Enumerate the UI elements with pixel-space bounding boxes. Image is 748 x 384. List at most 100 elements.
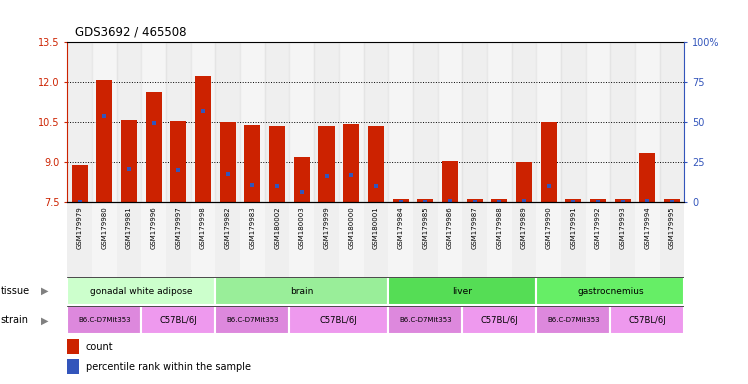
Bar — [141, 42, 166, 202]
Bar — [314, 202, 339, 277]
Text: gonadal white adipose: gonadal white adipose — [90, 287, 193, 296]
Bar — [660, 42, 684, 202]
Text: GSM179984: GSM179984 — [397, 206, 404, 248]
Bar — [339, 42, 364, 202]
Bar — [586, 202, 610, 277]
Text: GSM179991: GSM179991 — [570, 206, 577, 249]
Bar — [117, 202, 141, 277]
Text: B6.C-D7Mit353: B6.C-D7Mit353 — [399, 318, 452, 323]
Bar — [289, 202, 314, 277]
Bar — [215, 277, 388, 305]
Bar — [92, 42, 117, 202]
Bar — [561, 202, 586, 277]
Bar — [67, 277, 215, 305]
Bar — [265, 42, 289, 202]
Bar — [536, 306, 610, 334]
Text: GSM179996: GSM179996 — [150, 206, 157, 249]
Bar — [512, 202, 536, 277]
Bar — [664, 199, 680, 202]
Text: GSM179983: GSM179983 — [249, 206, 256, 249]
Bar — [67, 42, 92, 202]
Bar — [339, 202, 364, 277]
Text: B6.C-D7Mit353: B6.C-D7Mit353 — [226, 318, 279, 323]
Text: count: count — [86, 342, 114, 352]
Bar — [610, 202, 635, 277]
Bar — [467, 199, 482, 202]
Text: GSM179995: GSM179995 — [669, 206, 675, 248]
Text: GSM179988: GSM179988 — [496, 206, 503, 249]
Bar — [635, 202, 660, 277]
Bar — [388, 42, 413, 202]
Text: GSM179992: GSM179992 — [595, 206, 601, 248]
Text: C57BL/6J: C57BL/6J — [159, 316, 197, 325]
Bar — [516, 162, 532, 202]
Bar — [462, 42, 487, 202]
Bar — [215, 42, 240, 202]
Bar — [289, 42, 314, 202]
Bar — [442, 161, 458, 202]
Text: C57BL/6J: C57BL/6J — [480, 316, 518, 325]
Text: ▶: ▶ — [41, 315, 49, 325]
Text: C57BL/6J: C57BL/6J — [628, 316, 666, 325]
Bar — [388, 306, 462, 334]
Bar — [561, 42, 586, 202]
Bar — [220, 122, 236, 202]
Bar — [368, 126, 384, 202]
Bar — [536, 202, 561, 277]
Text: GSM180002: GSM180002 — [274, 206, 280, 248]
Bar — [141, 306, 215, 334]
Text: C57BL/6J: C57BL/6J — [320, 316, 358, 325]
Text: B6.C-D7Mit353: B6.C-D7Mit353 — [78, 318, 131, 323]
Text: GDS3692 / 465508: GDS3692 / 465508 — [75, 25, 186, 38]
Bar — [635, 42, 660, 202]
Bar — [487, 42, 512, 202]
Text: liver: liver — [453, 287, 472, 296]
Bar — [319, 126, 334, 202]
Text: GSM179986: GSM179986 — [447, 206, 453, 249]
Bar — [146, 91, 162, 202]
Text: GSM179987: GSM179987 — [471, 206, 478, 249]
Text: GSM179989: GSM179989 — [521, 206, 527, 249]
Text: GSM179981: GSM179981 — [126, 206, 132, 249]
Bar — [265, 202, 289, 277]
Text: GSM179985: GSM179985 — [422, 206, 429, 248]
Bar — [462, 306, 536, 334]
Bar — [610, 306, 684, 334]
Bar — [438, 202, 462, 277]
Bar — [417, 199, 433, 202]
Bar — [314, 42, 339, 202]
Bar — [487, 202, 512, 277]
Bar — [393, 199, 408, 202]
Text: strain: strain — [1, 315, 28, 325]
Bar — [215, 306, 289, 334]
Text: brain: brain — [290, 287, 313, 296]
Bar — [364, 202, 388, 277]
Text: GSM180000: GSM180000 — [348, 206, 355, 249]
Bar — [640, 153, 655, 202]
Bar — [364, 42, 388, 202]
Text: GSM179998: GSM179998 — [200, 206, 206, 249]
Bar — [117, 42, 141, 202]
Bar — [72, 165, 88, 202]
Text: GSM179979: GSM179979 — [76, 206, 83, 249]
Bar — [240, 42, 265, 202]
Bar — [388, 277, 536, 305]
Text: GSM179980: GSM179980 — [101, 206, 108, 249]
Bar — [615, 199, 631, 202]
Text: GSM179993: GSM179993 — [619, 206, 626, 249]
Bar — [343, 124, 359, 202]
Bar — [141, 202, 166, 277]
Bar — [245, 125, 260, 202]
Bar — [67, 339, 79, 354]
Text: GSM179982: GSM179982 — [224, 206, 231, 248]
Bar — [565, 199, 581, 202]
Bar — [413, 42, 438, 202]
Bar — [171, 121, 186, 202]
Text: GSM180001: GSM180001 — [373, 206, 379, 249]
Bar — [269, 126, 285, 202]
Bar — [191, 202, 215, 277]
Bar — [166, 42, 191, 202]
Bar — [166, 202, 191, 277]
Bar — [289, 306, 388, 334]
Bar — [191, 42, 215, 202]
